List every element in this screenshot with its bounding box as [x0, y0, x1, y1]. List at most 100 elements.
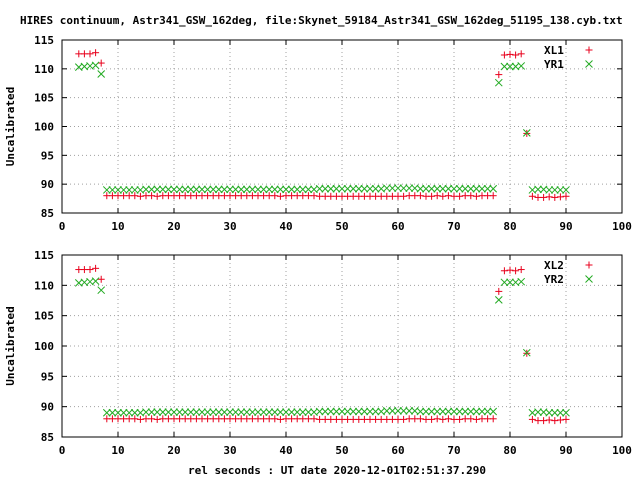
data-point — [332, 184, 341, 193]
data-point — [551, 193, 559, 201]
data-point — [455, 184, 464, 193]
legend-label: YR2 — [544, 273, 564, 286]
data-point — [131, 415, 139, 423]
data-point — [444, 192, 452, 200]
x-tick-label: 40 — [279, 220, 292, 233]
data-point — [466, 184, 475, 193]
data-point — [433, 407, 442, 416]
y-tick-label: 95 — [41, 149, 54, 162]
y-tick-label: 105 — [34, 92, 54, 105]
data-point — [97, 286, 106, 295]
data-point — [164, 185, 173, 194]
data-point — [556, 186, 565, 194]
data-point — [438, 407, 447, 416]
data-point — [461, 407, 470, 416]
data-point — [349, 407, 358, 416]
data-point — [226, 408, 234, 416]
data-point — [153, 185, 162, 194]
data-point — [366, 407, 374, 416]
data-point — [545, 186, 554, 194]
data-point — [321, 407, 330, 416]
data-point — [528, 192, 536, 200]
data-point — [97, 59, 105, 67]
data-point — [242, 185, 251, 194]
data-point — [108, 186, 117, 194]
x-tick-label: 50 — [335, 220, 348, 233]
data-point — [92, 49, 100, 57]
legend-marker — [585, 261, 593, 269]
data-point — [158, 408, 167, 416]
data-point — [354, 184, 363, 193]
y-tick-label: 110 — [34, 279, 54, 292]
data-point — [248, 185, 257, 194]
data-point — [534, 408, 542, 416]
data-point — [522, 128, 531, 137]
data-point — [125, 186, 134, 194]
y-tick-label: 85 — [41, 431, 54, 444]
data-point — [164, 408, 173, 416]
data-point — [444, 407, 453, 416]
data-point — [500, 267, 508, 275]
data-point — [304, 408, 313, 416]
data-point — [506, 266, 514, 274]
data-point — [148, 415, 156, 423]
data-point — [108, 408, 117, 417]
data-point — [405, 407, 414, 415]
legend-marker — [585, 60, 593, 68]
data-point — [534, 185, 542, 194]
data-point — [400, 415, 408, 423]
data-point — [271, 415, 279, 423]
data-point — [338, 407, 346, 416]
data-point — [343, 407, 352, 416]
data-point — [467, 415, 475, 423]
data-point — [556, 408, 565, 417]
x-axis-label: rel seconds : UT date 2020-12-01T02:51:3… — [188, 464, 486, 477]
data-point — [136, 192, 144, 200]
data-point — [91, 61, 100, 70]
data-point — [472, 415, 480, 423]
y-tick-label: 115 — [34, 34, 54, 47]
data-point — [186, 408, 195, 416]
data-point — [231, 408, 240, 416]
data-point — [354, 407, 363, 416]
data-point — [550, 408, 559, 417]
data-point — [416, 415, 424, 423]
y-tick-label: 115 — [34, 249, 54, 262]
x-tick-label: 80 — [503, 444, 516, 457]
data-point — [545, 408, 554, 417]
data-point — [142, 408, 150, 416]
data-point — [517, 62, 526, 70]
data-point — [198, 408, 206, 416]
data-point — [495, 287, 503, 295]
data-point — [399, 407, 408, 415]
data-point — [338, 184, 346, 193]
data-point — [158, 185, 167, 194]
data-point — [276, 408, 285, 416]
series-yr1 — [74, 61, 570, 194]
data-point — [371, 407, 380, 416]
data-point — [405, 184, 414, 193]
data-point — [198, 185, 206, 194]
data-point — [136, 415, 144, 423]
data-point — [265, 408, 274, 416]
data-point — [562, 408, 570, 417]
data-point — [450, 184, 458, 193]
data-point — [466, 407, 475, 416]
data-point — [91, 277, 100, 285]
data-point — [506, 278, 514, 287]
data-point — [366, 184, 374, 193]
data-point — [181, 408, 190, 416]
data-point — [478, 184, 486, 193]
data-point — [326, 407, 335, 416]
plot-bottom: 0 10 20 30 40 50 60 70 80 90 100 85 90 95 100 105 110 115… — [4, 249, 632, 457]
y-tick-label: 100 — [34, 121, 54, 134]
data-point — [310, 415, 318, 423]
data-point — [214, 408, 223, 416]
data-point — [456, 192, 464, 200]
data-point — [494, 296, 503, 304]
data-point — [433, 184, 442, 193]
data-point — [203, 408, 212, 416]
data-point — [444, 415, 452, 423]
data-point — [545, 416, 553, 424]
x-tick-label: 40 — [279, 444, 292, 457]
